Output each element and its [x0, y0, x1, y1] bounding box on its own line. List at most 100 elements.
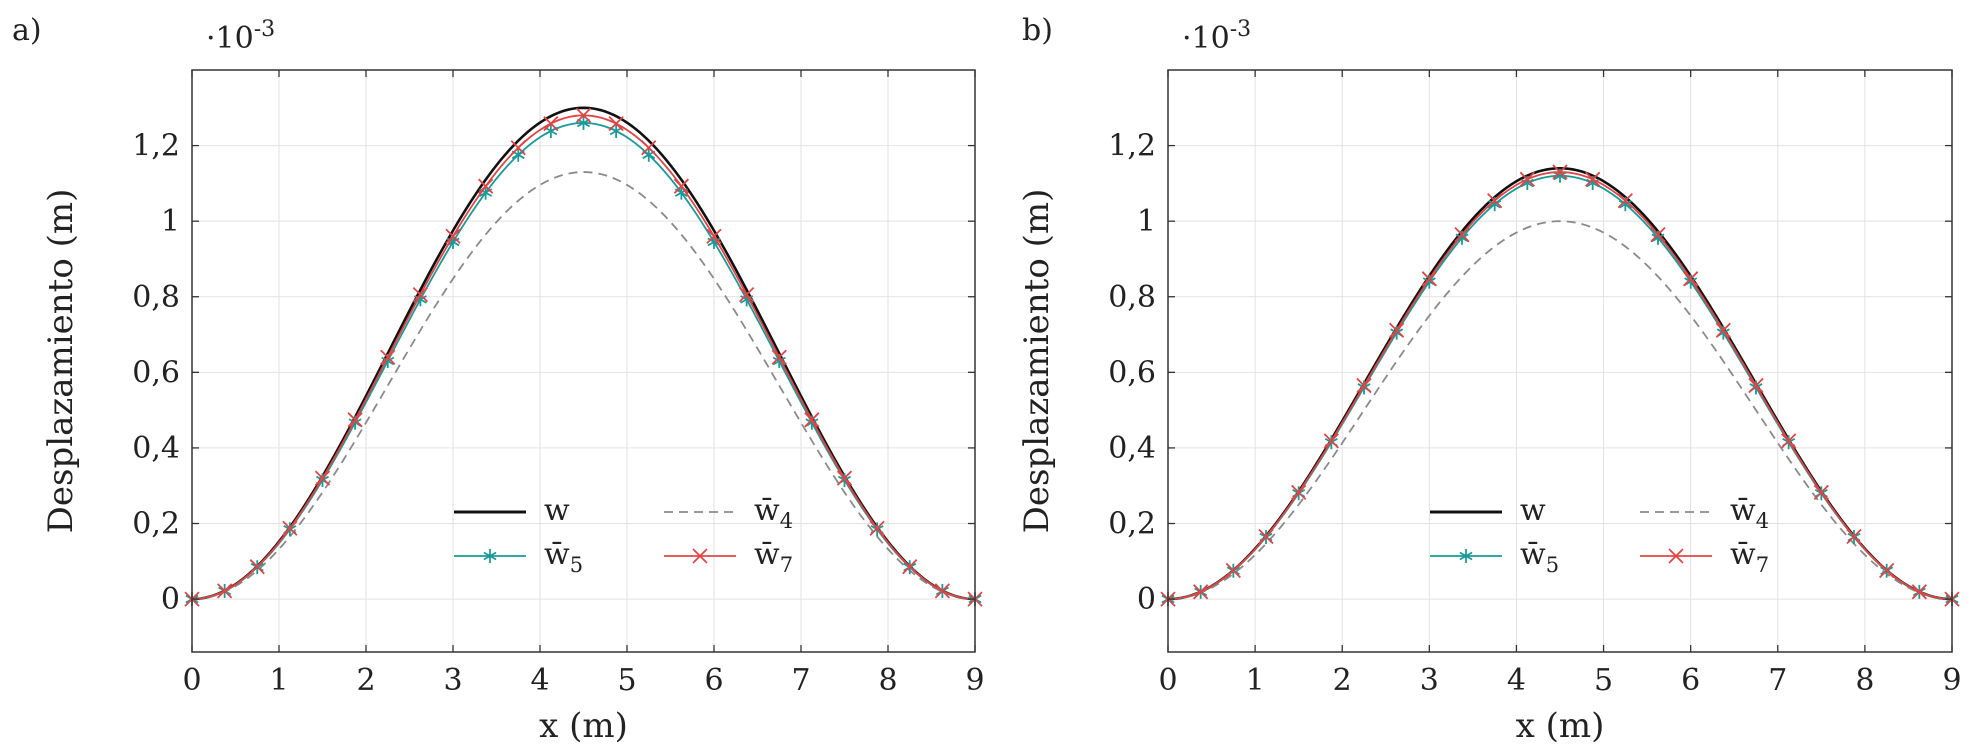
- x-tick-label: 0: [182, 663, 201, 698]
- cross-marker: [347, 412, 363, 428]
- x-tick-label: 8: [878, 663, 897, 698]
- plot-frame: [1167, 69, 1953, 653]
- cross-marker: [738, 286, 755, 303]
- legend-label-base: w: [1520, 493, 1546, 528]
- marker-stroke: [902, 559, 918, 575]
- cross-marker: [1911, 584, 1927, 600]
- marker-stroke: [445, 228, 461, 244]
- marker-stroke: [1668, 548, 1684, 564]
- marker-stroke: [381, 356, 395, 366]
- y-tick-label: 0,8: [1108, 280, 1156, 315]
- legend-label-base: w̄: [544, 537, 570, 572]
- scale-note: ·10-3: [1182, 17, 1251, 56]
- cross-marker: [673, 178, 690, 194]
- x-tick-label: 9: [965, 663, 984, 698]
- cross-marker: [1454, 226, 1470, 243]
- y-tick-label: 1: [1137, 204, 1156, 239]
- marker-stroke: [477, 178, 494, 194]
- legend-label-base: w̄: [1520, 537, 1546, 572]
- cross-marker: [543, 115, 559, 132]
- marker-stroke: [738, 286, 755, 303]
- y-tick-label: 0: [161, 582, 180, 617]
- marker-stroke: [575, 107, 592, 123]
- marker-stroke: [1748, 377, 1764, 394]
- marker-stroke: [1911, 584, 1927, 600]
- x-tick-label: 6: [1681, 663, 1700, 698]
- marker-stroke: [869, 520, 885, 536]
- legend-label-base: w: [544, 493, 570, 528]
- cross-marker: [1668, 548, 1684, 564]
- asterisk-marker: [1459, 549, 1473, 563]
- cross-marker: [1650, 226, 1666, 243]
- marker-stroke: [706, 228, 722, 244]
- legend-label-subscript: 4: [1756, 509, 1769, 533]
- legend-label-base: w̄: [1730, 493, 1756, 528]
- cross-marker: [249, 559, 265, 575]
- legend-label-w̄7: w̄7: [754, 537, 793, 577]
- legend: w w̄4w̄5 w̄7: [1430, 493, 1769, 577]
- cross-marker: [216, 583, 233, 599]
- cross-marker: [934, 583, 951, 599]
- marker-stroke: [1519, 171, 1535, 187]
- x-tick-label: 1: [1246, 663, 1265, 698]
- marker-stroke: [771, 349, 787, 365]
- marker-stroke: [1715, 322, 1731, 338]
- y-tick-label: 0,6: [1108, 355, 1156, 390]
- cross-marker: [1879, 562, 1895, 579]
- marker-stroke: [1291, 484, 1307, 500]
- cross-marker: [1421, 271, 1437, 287]
- y-tick-label: 0,6: [132, 355, 180, 390]
- marker-stroke: [347, 412, 363, 428]
- marker-stroke: [249, 559, 265, 575]
- marker-stroke: [836, 470, 853, 486]
- cross-marker: [1356, 377, 1372, 394]
- legend-label-w: w: [544, 493, 570, 528]
- legend-label-subscript: 7: [780, 553, 793, 577]
- cross-marker: [836, 470, 853, 486]
- series-line-w̄4: [191, 171, 976, 600]
- cross-marker: [869, 520, 885, 536]
- cross-marker: [1519, 171, 1535, 187]
- x-tick-label: 7: [791, 663, 810, 698]
- y-tick-label: 0: [1137, 582, 1156, 617]
- marker-stroke: [1258, 528, 1274, 545]
- x-axis-title: x (m): [539, 706, 628, 746]
- y-tick-label: 0,2: [1108, 507, 1156, 542]
- marker-stroke: [413, 295, 427, 304]
- y-tick-label: 0,4: [1108, 431, 1156, 466]
- cross-marker: [1781, 433, 1797, 449]
- cross-marker: [1291, 484, 1307, 500]
- marker-stroke: [1454, 226, 1470, 243]
- x-tick-label: 6: [704, 663, 723, 698]
- marker-stroke: [1193, 584, 1209, 600]
- cross-marker: [1487, 193, 1503, 209]
- scale-note: ·10-3: [206, 17, 275, 56]
- cross-marker: [902, 559, 918, 575]
- legend-label-subscript: 7: [1756, 553, 1769, 577]
- x-tick-label: 1: [269, 663, 288, 698]
- x-axis-title: x (m): [1516, 706, 1605, 746]
- marker-stroke: [1618, 199, 1632, 209]
- marker-stroke: [1683, 271, 1699, 287]
- marker-stroke: [1356, 377, 1372, 394]
- cross-marker: [804, 412, 820, 428]
- series-line-w: [191, 106, 976, 601]
- cross-marker: [445, 228, 461, 244]
- legend-label-w̄7: w̄7: [1730, 537, 1769, 577]
- marker-stroke: [1813, 484, 1829, 500]
- marker-stroke: [1617, 193, 1633, 209]
- y-tick-label: 1: [161, 204, 180, 239]
- marker-stroke: [412, 286, 429, 303]
- cross-marker: [412, 286, 429, 303]
- legend-label-base: w̄: [754, 493, 780, 528]
- cross-marker: [706, 228, 722, 244]
- marker-stroke: [543, 115, 559, 132]
- cross-marker: [692, 548, 708, 564]
- cross-marker: [477, 178, 494, 194]
- x-tick-label: 2: [356, 663, 375, 698]
- legend-label-base: w̄: [754, 537, 780, 572]
- marker-stroke: [1487, 193, 1503, 209]
- marker-stroke: [804, 412, 820, 428]
- marker-stroke: [1879, 562, 1895, 579]
